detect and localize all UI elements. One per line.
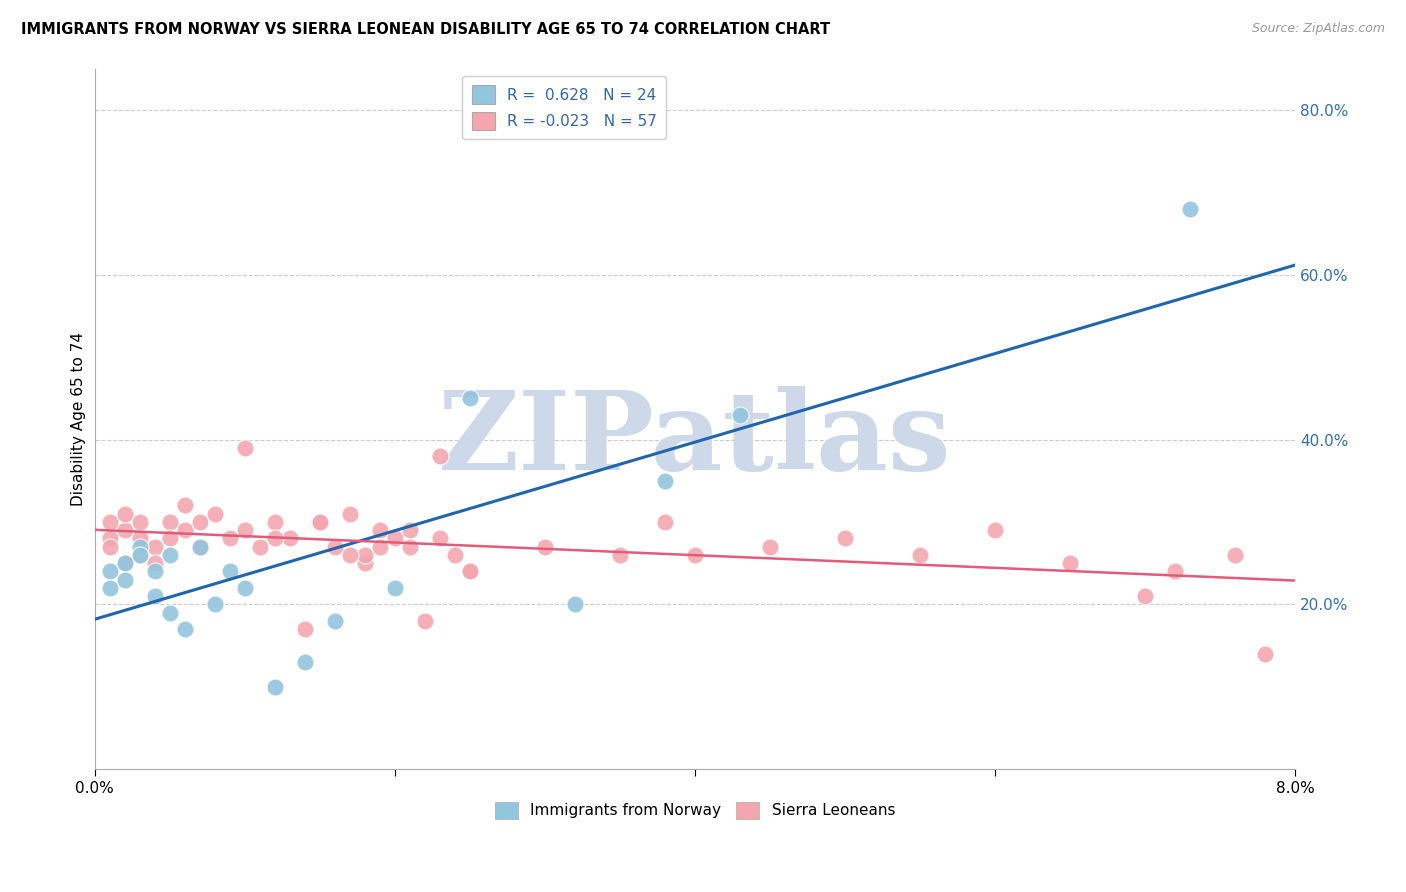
Point bbox=[759, 540, 782, 554]
Point bbox=[384, 532, 406, 546]
Point bbox=[413, 614, 436, 628]
Point bbox=[173, 499, 195, 513]
Point bbox=[98, 515, 121, 529]
Point bbox=[143, 556, 166, 570]
Point bbox=[233, 441, 256, 455]
Point bbox=[1225, 548, 1247, 562]
Point bbox=[159, 606, 181, 620]
Point bbox=[128, 540, 150, 554]
Point bbox=[249, 540, 271, 554]
Point bbox=[263, 680, 285, 694]
Point bbox=[398, 523, 420, 537]
Point bbox=[143, 565, 166, 579]
Point bbox=[908, 548, 931, 562]
Point bbox=[98, 540, 121, 554]
Point bbox=[218, 565, 240, 579]
Point bbox=[368, 523, 391, 537]
Point bbox=[384, 581, 406, 595]
Point bbox=[609, 548, 631, 562]
Point bbox=[114, 573, 136, 587]
Point bbox=[114, 507, 136, 521]
Point bbox=[564, 598, 586, 612]
Point bbox=[308, 515, 330, 529]
Point bbox=[398, 540, 420, 554]
Point bbox=[984, 523, 1007, 537]
Point bbox=[654, 474, 676, 488]
Point bbox=[188, 540, 211, 554]
Point bbox=[458, 392, 481, 406]
Point bbox=[429, 449, 451, 463]
Point bbox=[353, 548, 375, 562]
Point bbox=[458, 565, 481, 579]
Point bbox=[339, 507, 361, 521]
Text: Source: ZipAtlas.com: Source: ZipAtlas.com bbox=[1251, 22, 1385, 36]
Point bbox=[1180, 202, 1202, 216]
Point bbox=[458, 565, 481, 579]
Point bbox=[728, 408, 751, 422]
Point bbox=[128, 548, 150, 562]
Point bbox=[204, 507, 226, 521]
Point bbox=[188, 540, 211, 554]
Point bbox=[114, 523, 136, 537]
Point bbox=[128, 515, 150, 529]
Point bbox=[534, 540, 557, 554]
Point bbox=[353, 556, 375, 570]
Point bbox=[188, 515, 211, 529]
Point bbox=[294, 655, 316, 669]
Point bbox=[173, 523, 195, 537]
Point bbox=[278, 532, 301, 546]
Point bbox=[143, 540, 166, 554]
Legend: Immigrants from Norway, Sierra Leoneans: Immigrants from Norway, Sierra Leoneans bbox=[489, 796, 901, 825]
Point bbox=[98, 532, 121, 546]
Point bbox=[1164, 565, 1187, 579]
Point bbox=[683, 548, 706, 562]
Point bbox=[323, 540, 346, 554]
Point bbox=[1254, 647, 1277, 661]
Point bbox=[233, 523, 256, 537]
Point bbox=[834, 532, 856, 546]
Point bbox=[128, 548, 150, 562]
Point bbox=[114, 556, 136, 570]
Point bbox=[654, 515, 676, 529]
Point bbox=[128, 532, 150, 546]
Point bbox=[98, 581, 121, 595]
Point bbox=[308, 515, 330, 529]
Point bbox=[218, 532, 240, 546]
Point bbox=[1059, 556, 1081, 570]
Text: IMMIGRANTS FROM NORWAY VS SIERRA LEONEAN DISABILITY AGE 65 TO 74 CORRELATION CHA: IMMIGRANTS FROM NORWAY VS SIERRA LEONEAN… bbox=[21, 22, 830, 37]
Point bbox=[1135, 589, 1157, 603]
Point bbox=[173, 622, 195, 636]
Point bbox=[429, 532, 451, 546]
Point bbox=[323, 614, 346, 628]
Point bbox=[233, 581, 256, 595]
Point bbox=[114, 556, 136, 570]
Point bbox=[143, 589, 166, 603]
Point bbox=[263, 515, 285, 529]
Point bbox=[204, 598, 226, 612]
Text: ZIPatlas: ZIPatlas bbox=[439, 386, 952, 493]
Y-axis label: Disability Age 65 to 74: Disability Age 65 to 74 bbox=[72, 332, 86, 506]
Point bbox=[339, 548, 361, 562]
Point bbox=[98, 565, 121, 579]
Point bbox=[294, 622, 316, 636]
Point bbox=[159, 532, 181, 546]
Point bbox=[263, 532, 285, 546]
Point bbox=[368, 540, 391, 554]
Point bbox=[159, 548, 181, 562]
Point bbox=[443, 548, 465, 562]
Point bbox=[159, 515, 181, 529]
